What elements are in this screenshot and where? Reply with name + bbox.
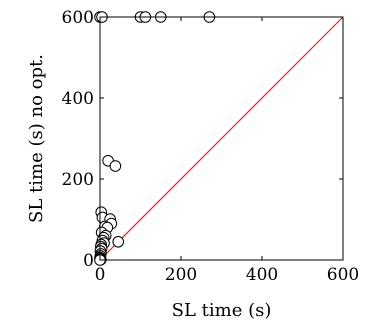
x-axis-label: SL time (s) xyxy=(172,300,272,321)
x-tick-label: 400 xyxy=(246,265,278,285)
x-tick-label: 0 xyxy=(95,265,106,285)
y-axis-label: SL time (s) no opt. xyxy=(26,54,47,223)
data-point xyxy=(112,235,125,248)
y-tick-label: 400 xyxy=(62,89,94,109)
y-tick-label: 600 xyxy=(62,8,94,28)
data-point xyxy=(109,160,122,172)
x-tick-label: 200 xyxy=(165,265,197,285)
y-tick-label: 0 xyxy=(83,251,94,271)
x-tick-label: 600 xyxy=(327,265,359,285)
y-tick-label: 200 xyxy=(62,170,94,190)
plot-frame xyxy=(99,16,344,261)
diagonal-line xyxy=(99,16,344,261)
